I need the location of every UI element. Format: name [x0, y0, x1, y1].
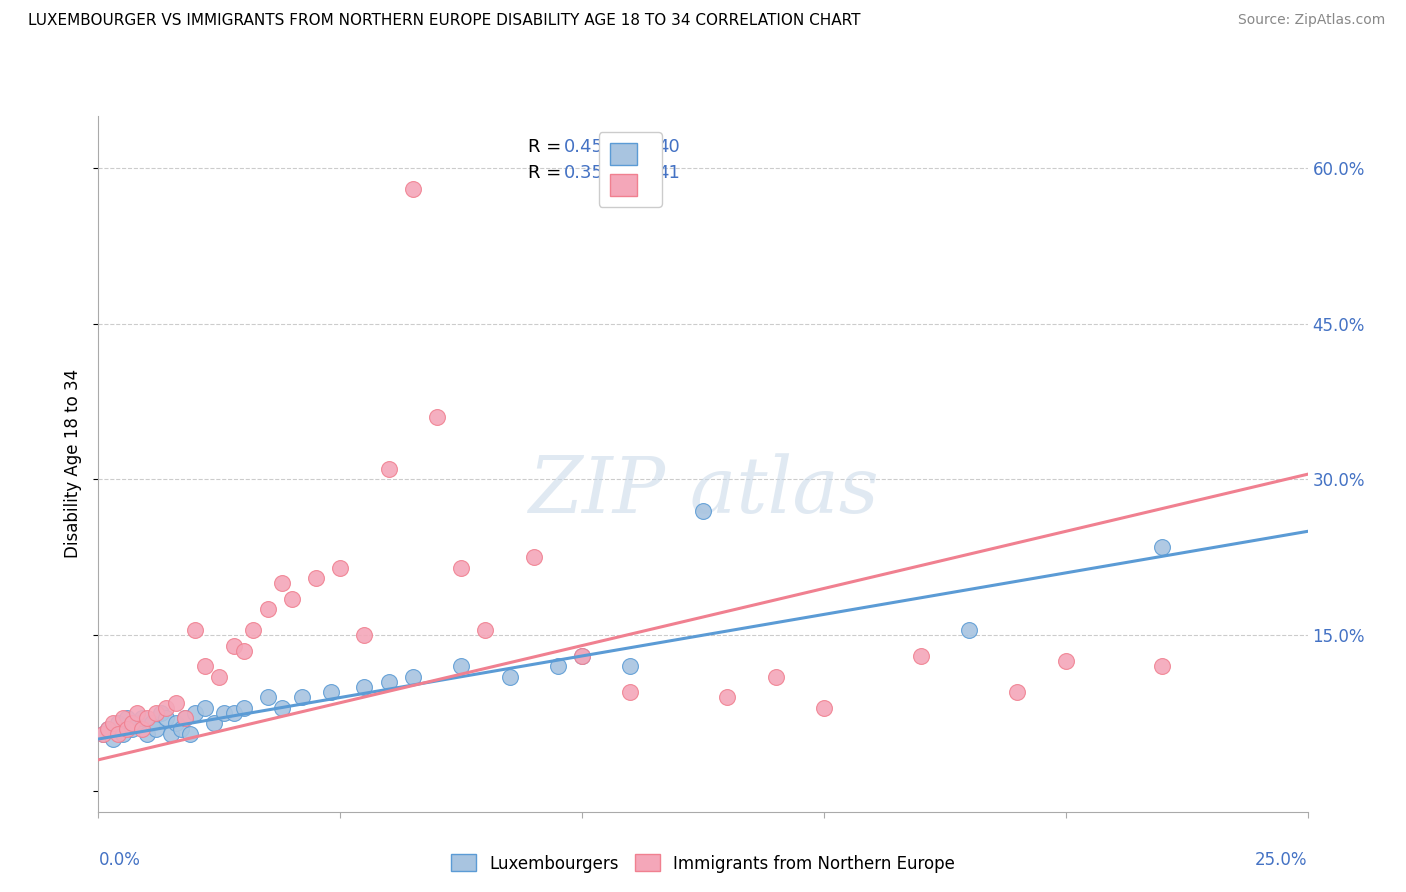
- Point: [145, 706, 167, 720]
- Text: 41: 41: [657, 164, 681, 182]
- Point: [131, 711, 153, 725]
- Point: [194, 659, 217, 673]
- Text: N =: N =: [619, 138, 669, 156]
- Text: LUXEMBOURGER VS IMMIGRANTS FROM NORTHERN EUROPE DISABILITY AGE 18 TO 34 CORRELAT: LUXEMBOURGER VS IMMIGRANTS FROM NORTHERN…: [28, 13, 860, 29]
- Text: R =: R =: [527, 164, 567, 182]
- Point: [271, 701, 294, 715]
- Text: N =: N =: [619, 164, 669, 182]
- Point: [222, 706, 245, 720]
- Point: [194, 701, 217, 715]
- Point: [353, 628, 375, 642]
- Point: [107, 716, 129, 731]
- Point: [498, 670, 520, 684]
- Point: [97, 722, 120, 736]
- Text: R =: R =: [527, 138, 567, 156]
- Point: [619, 659, 641, 673]
- Point: [571, 648, 593, 663]
- Text: 40: 40: [657, 138, 681, 156]
- Point: [271, 576, 294, 591]
- Point: [450, 659, 472, 673]
- Point: [208, 670, 231, 684]
- Point: [716, 690, 738, 705]
- Point: [547, 659, 569, 673]
- Y-axis label: Disability Age 18 to 34: Disability Age 18 to 34: [65, 369, 83, 558]
- Point: [402, 670, 425, 684]
- Point: [111, 711, 134, 725]
- Text: ZIP atlas: ZIP atlas: [527, 453, 879, 530]
- Point: [117, 711, 139, 725]
- Point: [1007, 685, 1029, 699]
- Text: Source: ZipAtlas.com: Source: ZipAtlas.com: [1237, 13, 1385, 28]
- Point: [141, 716, 163, 731]
- Point: [377, 674, 399, 689]
- Point: [155, 711, 177, 725]
- Point: [160, 727, 183, 741]
- Point: [165, 716, 187, 731]
- Text: 0.358: 0.358: [564, 164, 616, 182]
- Point: [121, 716, 143, 731]
- Point: [101, 716, 124, 731]
- Point: [232, 644, 254, 658]
- Point: [127, 706, 149, 720]
- Point: [1152, 540, 1174, 554]
- Point: [150, 706, 173, 720]
- Point: [212, 706, 235, 720]
- Point: [813, 701, 835, 715]
- Point: [1152, 659, 1174, 673]
- Point: [121, 722, 143, 736]
- Point: [135, 727, 157, 741]
- Point: [619, 685, 641, 699]
- Point: [256, 602, 278, 616]
- Text: 0.0%: 0.0%: [98, 851, 141, 869]
- Point: [353, 680, 375, 694]
- Point: [426, 410, 449, 425]
- Point: [232, 701, 254, 715]
- Point: [179, 727, 201, 741]
- Point: [571, 648, 593, 663]
- Point: [101, 732, 124, 747]
- Point: [91, 727, 114, 741]
- Point: [523, 550, 546, 565]
- Legend: Luxembourgers, Immigrants from Northern Europe: Luxembourgers, Immigrants from Northern …: [444, 847, 962, 880]
- Point: [131, 722, 153, 736]
- Point: [135, 711, 157, 725]
- Point: [281, 591, 304, 606]
- Point: [402, 181, 425, 195]
- Point: [107, 727, 129, 741]
- Point: [377, 462, 399, 476]
- Point: [97, 722, 120, 736]
- Point: [204, 716, 226, 731]
- Point: [957, 623, 980, 637]
- Text: 0.453: 0.453: [564, 138, 616, 156]
- Point: [174, 711, 197, 725]
- Point: [91, 727, 114, 741]
- Point: [184, 623, 207, 637]
- Point: [305, 571, 328, 585]
- Legend: , : ,: [599, 132, 662, 207]
- Text: 25.0%: 25.0%: [1256, 851, 1308, 869]
- Point: [290, 690, 312, 705]
- Point: [474, 623, 496, 637]
- Point: [111, 727, 134, 741]
- Point: [222, 639, 245, 653]
- Point: [256, 690, 278, 705]
- Point: [319, 685, 342, 699]
- Point: [145, 722, 167, 736]
- Point: [242, 623, 264, 637]
- Point: [117, 722, 139, 736]
- Point: [450, 560, 472, 574]
- Point: [765, 670, 787, 684]
- Point: [169, 722, 191, 736]
- Point: [692, 503, 714, 517]
- Point: [329, 560, 352, 574]
- Point: [910, 648, 932, 663]
- Point: [155, 701, 177, 715]
- Point: [1054, 654, 1077, 668]
- Point: [184, 706, 207, 720]
- Point: [174, 711, 197, 725]
- Point: [165, 696, 187, 710]
- Point: [127, 716, 149, 731]
